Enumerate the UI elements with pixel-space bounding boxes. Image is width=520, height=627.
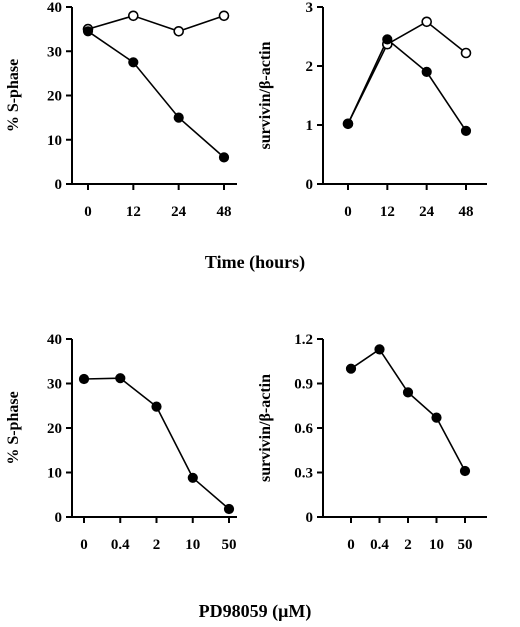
x-tick-label: 2 (404, 537, 412, 553)
data-point-filled (128, 57, 139, 68)
data-point-filled (173, 112, 184, 123)
data-point-open (173, 25, 184, 37)
x-tick-label: 0 (344, 204, 352, 220)
x-tick-label: 48 (217, 204, 232, 220)
x-tick-label: 48 (459, 204, 474, 220)
y-tick-label: 0.9 (294, 377, 313, 393)
chart-panel-top-left: 0 10 20 30 40 0 12 24 48 % S-phase (5, 0, 237, 220)
x-tick-label: 12 (126, 204, 141, 220)
y-axis-title: % S-phase (5, 59, 22, 132)
y-axis-title: % S-phase (5, 391, 22, 464)
y-tick-label: 3 (306, 0, 314, 16)
data-point-filled (459, 465, 471, 477)
y-tick-label: 0 (306, 177, 314, 193)
series-line-filled (87, 30, 225, 159)
data-point-open (218, 10, 230, 22)
y-tick-label: 0 (55, 177, 63, 193)
y-tick-label: 40 (47, 332, 62, 348)
chart-panel-bottom-right: 0 0.3 0.6 0.9 1.2 0 0.4 2 10 50 survivin/β-actin (257, 332, 487, 553)
data-point-filled (223, 503, 235, 515)
series-line-filled (347, 38, 467, 132)
data-point-filled (342, 118, 354, 129)
chart-panel-bottom-left: 0 10 20 30 40 0 0.4 2 10 50 % S-phase (5, 332, 237, 553)
x-tick-label: 50 (458, 537, 473, 553)
x-tick-label: 50 (222, 537, 237, 553)
data-point-filled (374, 344, 385, 355)
data-point-open (421, 16, 433, 28)
data-point-filled (402, 387, 414, 398)
y-tick-label: 1 (306, 118, 314, 134)
data-point-filled (345, 363, 357, 374)
data-point-filled (115, 373, 126, 384)
data-point-open (128, 10, 139, 22)
x-tick-label: 0.4 (370, 537, 389, 553)
y-tick-label: 0.3 (294, 466, 313, 482)
data-point-filled (431, 412, 442, 423)
x-tick-label: 0 (347, 537, 355, 553)
x-tick-label: 24 (419, 204, 435, 220)
y-tick-label: 20 (47, 421, 62, 437)
x-tick-label: 24 (171, 204, 187, 220)
x-tick-label: 2 (153, 537, 161, 553)
y-tick-label: 1.2 (294, 332, 313, 348)
series-line-filled (83, 377, 230, 510)
y-axis-title: survivin/β-actin (257, 41, 274, 149)
group-title-time: Time (hours) (205, 252, 305, 273)
y-tick-label: 20 (47, 89, 62, 105)
y-axis-title: survivin/β-actin (257, 374, 274, 482)
y-tick-label: 0 (306, 510, 314, 526)
y-tick-label: 10 (47, 466, 62, 482)
group-title-pd98059: PD98059 (μM) (199, 601, 312, 622)
data-point-filled (78, 373, 90, 385)
data-point-filled (82, 26, 94, 37)
data-point-open (460, 47, 472, 59)
data-point-filled (187, 472, 198, 483)
y-tick-label: 30 (47, 377, 62, 393)
series-line-open (347, 20, 467, 125)
series-line-open (87, 14, 225, 33)
y-tick-label: 40 (47, 0, 62, 16)
data-point-filled (421, 66, 432, 78)
series-line-filled (350, 348, 466, 472)
x-tick-label: 10 (185, 537, 200, 553)
x-tick-label: 0.4 (111, 537, 130, 553)
data-point-filled (151, 401, 162, 412)
y-tick-label: 0.6 (294, 421, 313, 437)
y-tick-label: 2 (306, 59, 314, 75)
data-point-filled (382, 34, 393, 45)
x-tick-label: 0 (80, 537, 88, 553)
x-tick-label: 0 (84, 204, 92, 220)
data-point-filled (218, 152, 230, 163)
x-tick-label: 12 (380, 204, 395, 220)
y-tick-label: 0 (55, 510, 63, 526)
y-tick-label: 30 (47, 44, 62, 60)
x-tick-label: 10 (429, 537, 444, 553)
data-point-filled (460, 125, 472, 136)
y-tick-label: 10 (47, 133, 62, 149)
